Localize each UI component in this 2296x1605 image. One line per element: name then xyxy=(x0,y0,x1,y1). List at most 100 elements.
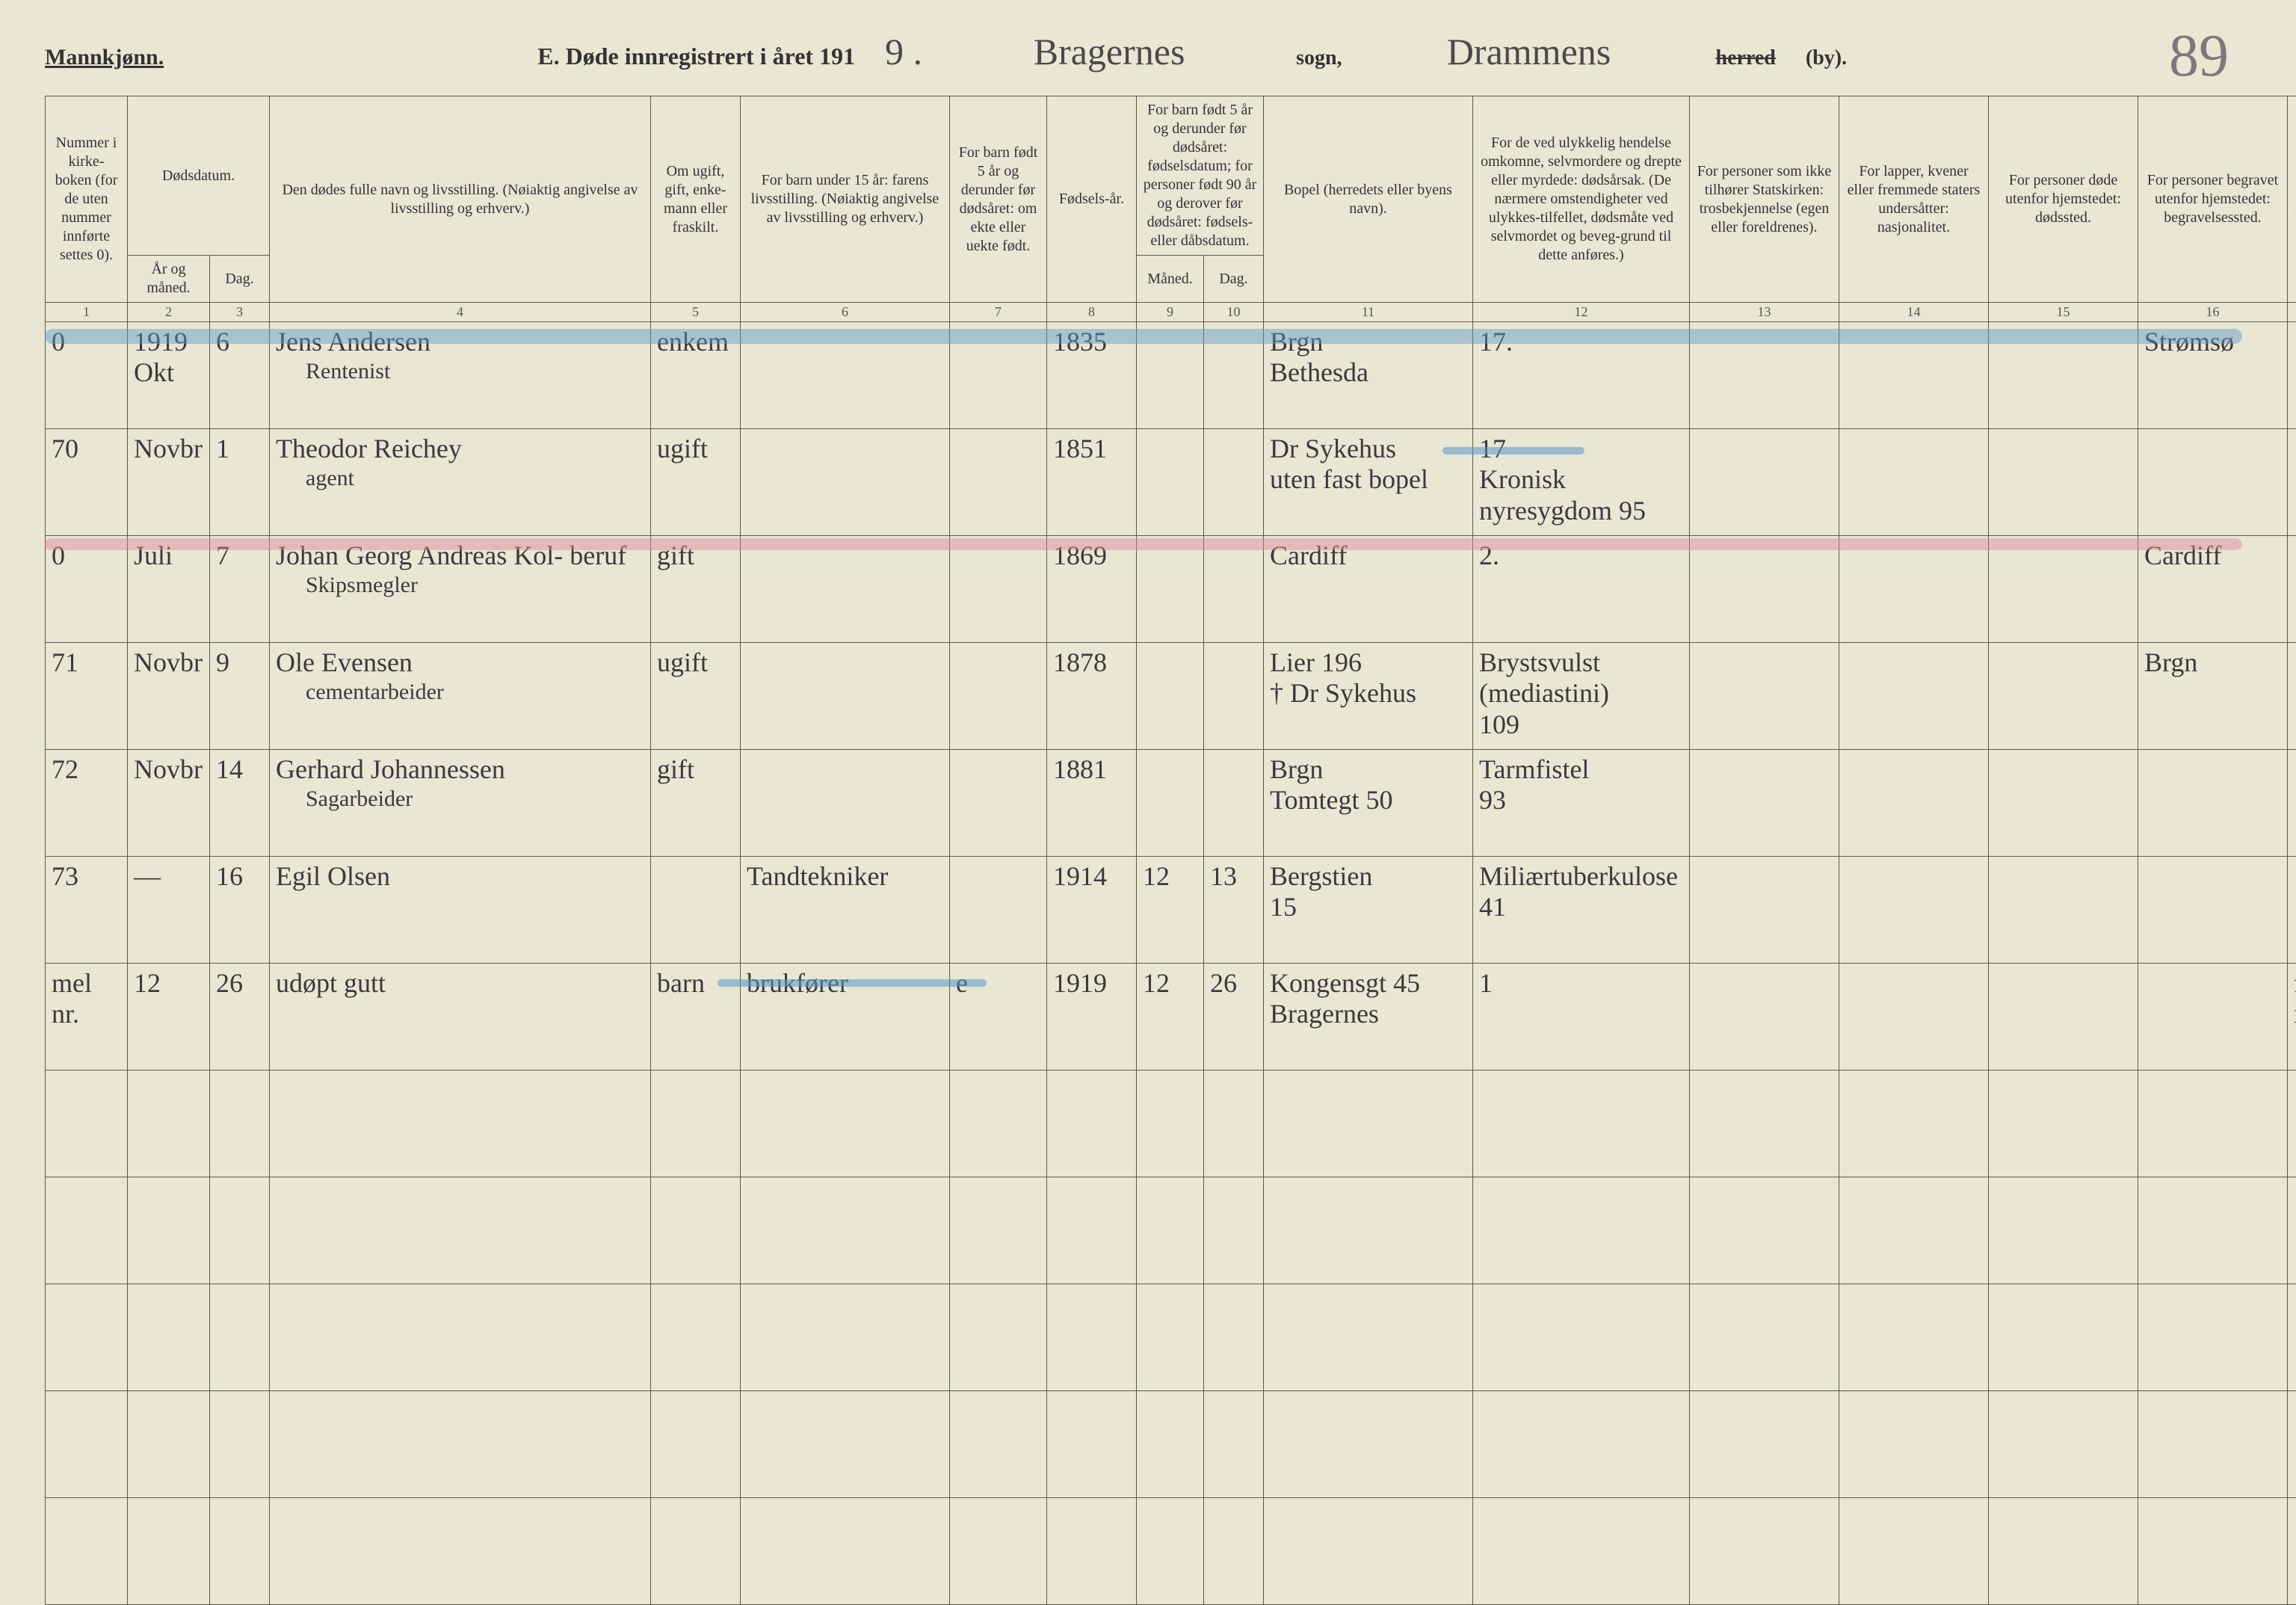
cell xyxy=(1839,857,1989,964)
empty-cell xyxy=(1204,1391,1264,1498)
cell: ugift xyxy=(651,429,741,536)
register-page: 89 Mannkjønn. E. Døde innregistrert i år… xyxy=(0,0,2296,1502)
cell: BrgnTomtegt 50 xyxy=(1264,750,1473,857)
empty-cell xyxy=(1264,1070,1473,1177)
occupation: Sagarbeider xyxy=(306,786,644,813)
colnum: 11 xyxy=(1264,303,1473,322)
blue-crayon-stroke xyxy=(45,329,2242,344)
col-5-header: Om ugift, gift, enke-mann eller fraskilt… xyxy=(651,96,741,303)
empty-row xyxy=(46,1498,2296,1605)
cell: 1851 xyxy=(1047,429,1137,536)
cell: 1914 xyxy=(1047,857,1137,964)
cell xyxy=(1989,964,2138,1070)
occupation: cementarbeider xyxy=(306,680,644,706)
colnum: 14 xyxy=(1839,303,1989,322)
cell: Novbr xyxy=(128,429,210,536)
sogn-handwritten: Bragernes xyxy=(952,30,1266,73)
empty-cell xyxy=(1839,1391,1989,1498)
cell xyxy=(2138,429,2288,536)
cell xyxy=(741,536,950,643)
empty-cell xyxy=(1047,1391,1137,1498)
empty-cell xyxy=(950,1284,1047,1391)
cell: 1869 xyxy=(1047,536,1137,643)
cell: 73 xyxy=(46,857,128,964)
table-row: 73—16Egil OlsenTandtekniker19141213Bergs… xyxy=(46,857,2296,964)
empty-cell xyxy=(1047,1284,1137,1391)
cell: 26 xyxy=(210,964,270,1070)
person-name: Theodor Reichey xyxy=(276,434,462,463)
title-year-suffix: 9 . xyxy=(885,30,922,73)
by-label: (by). xyxy=(1806,46,1847,70)
empty-cell xyxy=(2288,1070,2296,1177)
cell: Brystsvulst(mediastini)109 xyxy=(1473,643,1690,750)
table-row: 0Juli7Johan Georg Andreas Kol- berufSkip… xyxy=(46,536,2296,643)
cell: Novbr xyxy=(128,643,210,750)
col-16-header: For personer begravet utenfor hjemstedet… xyxy=(2138,96,2288,303)
cell: udøpt gutt xyxy=(270,964,651,1070)
empty-cell xyxy=(210,1498,270,1605)
empty-cell xyxy=(2288,1284,2296,1391)
cell: 1919 xyxy=(1047,964,1137,1070)
cell: 9 xyxy=(210,643,270,750)
red-crayon-stroke xyxy=(45,538,2242,550)
cell xyxy=(1137,643,1204,750)
empty-cell xyxy=(128,1498,210,1605)
person-name: Ole Evensen xyxy=(276,647,413,677)
empty-cell xyxy=(2138,1498,2288,1605)
gender-label: Mannkjønn. xyxy=(45,45,164,70)
empty-cell xyxy=(270,1284,651,1391)
col-3-header-dag: Dag. xyxy=(210,256,270,303)
cell: Juli xyxy=(128,536,210,643)
cell xyxy=(2288,750,2296,857)
occupation: Skipsmegler xyxy=(306,573,644,599)
cell xyxy=(1839,750,1989,857)
cell: 0 xyxy=(46,536,128,643)
blue-underline-1 xyxy=(1442,447,1584,455)
col-14-header: For lapper, kvener eller fremmede stater… xyxy=(1839,96,1989,303)
header-line: Mannkjønn. E. Døde innregistrert i året … xyxy=(45,30,2251,73)
by-handwritten: Drammens xyxy=(1372,30,1686,73)
cell xyxy=(1989,429,2138,536)
cell xyxy=(2138,857,2288,964)
blue-underline-2 xyxy=(718,979,987,987)
col-9-10-header-top: For barn født 5 år og derunder før dødså… xyxy=(1137,96,1264,256)
empty-cell xyxy=(741,1177,950,1284)
empty-cell xyxy=(2138,1391,2288,1498)
cell xyxy=(741,429,950,536)
empty-cell xyxy=(1264,1177,1473,1284)
cell: gift xyxy=(651,750,741,857)
empty-cell xyxy=(1047,1498,1137,1605)
cell: 1 xyxy=(1473,964,1690,1070)
cell xyxy=(1989,536,2138,643)
cell xyxy=(950,857,1047,964)
empty-cell xyxy=(1473,1177,1690,1284)
cell: 71 xyxy=(46,643,128,750)
empty-row xyxy=(46,1284,2296,1391)
empty-cell xyxy=(2138,1177,2288,1284)
colnum: 7 xyxy=(950,303,1047,322)
table-row: 70Novbr1Theodor Reicheyagentugift1851Dr … xyxy=(46,429,2296,536)
colnum: 16 xyxy=(2138,303,2288,322)
empty-cell xyxy=(1839,1498,1989,1605)
cell: 2. xyxy=(1473,536,1690,643)
cell xyxy=(1989,643,2138,750)
cell: Theodor Reicheyagent xyxy=(270,429,651,536)
cell xyxy=(1839,536,1989,643)
cell xyxy=(1989,857,2138,964)
empty-cell xyxy=(1839,1284,1989,1391)
colnum: 15 xyxy=(1989,303,2138,322)
cell: 12 xyxy=(1137,857,1204,964)
cell xyxy=(651,857,741,964)
cell: — xyxy=(128,857,210,964)
cell: født med livifl. dødf. anm. xyxy=(2288,964,2296,1070)
col-15-header: For personer døde utenfor hjemstedet: dø… xyxy=(1989,96,2138,303)
cell: Gerhard JohannessenSagarbeider xyxy=(270,750,651,857)
cell: Dr Sykehusuten fast bopel xyxy=(1264,429,1473,536)
empty-cell xyxy=(1690,1177,1839,1284)
cell: Johan Georg Andreas Kol- berufSkipsmegle… xyxy=(270,536,651,643)
cell xyxy=(950,750,1047,857)
cell: 14 xyxy=(210,750,270,857)
empty-cell xyxy=(1137,1177,1204,1284)
empty-cell xyxy=(741,1391,950,1498)
cell xyxy=(1137,750,1204,857)
